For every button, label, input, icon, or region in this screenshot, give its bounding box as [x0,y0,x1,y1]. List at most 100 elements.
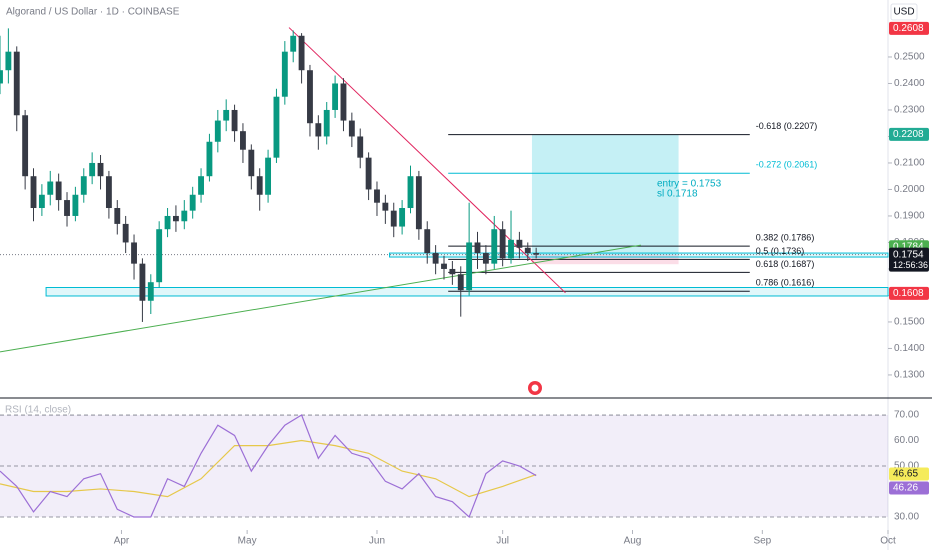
price-label-box [889,286,929,300]
candle-body [64,200,70,216]
candle-body [307,70,313,124]
y-tick-label: 0.1900 [894,211,925,222]
currency[interactable]: USD [893,7,914,18]
candle-body [97,162,104,177]
candle-body [223,109,230,121]
price-label-box [889,21,929,35]
x-tick-label: Sep [753,536,771,547]
y-tick-label: 0.2300 [894,105,925,116]
candle-body [198,176,204,195]
rsi-tick-label: 60.00 [894,435,919,446]
candle-body [449,268,456,275]
candle-body [315,123,322,137]
candle-body [156,229,163,283]
candle-body [89,162,96,177]
candle-body [474,242,481,254]
y-tick-label: 0.2400 [894,78,925,89]
candle-body [47,181,54,195]
candle-body [231,109,238,132]
rsi-line [0,414,537,519]
rsi-label: RSI (14, close) [5,405,71,416]
candle-body [323,109,330,137]
y-tick-label: 0.2500 [894,52,925,63]
candle-body [214,120,221,142]
candle-body [273,96,280,158]
fib-label: 0.618 (0.1687) [756,259,815,269]
candle-body [491,229,498,264]
candle-body [22,115,29,177]
rsi-value-box [889,481,929,495]
chart-title: Algorand / US Dollar · 1D · COINBASE [6,7,180,18]
fib-label: 0.786 (0.1616) [756,278,815,288]
candle-body [114,208,121,224]
candle-body [172,215,179,222]
y-tick-label: 0.1400 [894,343,925,354]
rsi-tick-label: 50.00 [894,461,919,472]
x-tick-label: Jul [496,536,509,547]
candle-body [365,157,372,190]
candle-body [348,120,355,137]
candle-body [415,176,422,230]
candle-body [382,202,389,211]
candle-body [189,194,196,211]
candle-body [164,215,171,230]
x-tick-label: Oct [880,536,896,547]
candle-body [265,157,272,195]
y-tick-label: 0.2000 [894,184,925,195]
fib-label: -0.272 (0.2061) [756,160,818,170]
candle-body [499,229,506,259]
candle-body [240,131,246,150]
candle-body [332,83,339,110]
rsi-ma-value: 46.65 [893,469,918,480]
candle-body [290,35,297,52]
x-tick-label: Apr [114,536,130,547]
candle-body [432,253,439,264]
candle-body [508,239,514,259]
candle-body [206,141,213,177]
candle-body [72,194,79,216]
y-tick-label: 0.1500 [894,317,925,328]
candle-body [457,274,464,291]
logo-icon-inner [531,384,539,392]
price-label: 0.1784 [893,241,924,252]
candle-body [105,176,112,209]
countdown: 12:56:36 [893,260,928,270]
price-label: 0.2208 [893,129,924,140]
trendline [0,244,641,353]
candle-body [374,189,380,203]
candle-body [399,208,406,227]
candle-body [55,181,62,201]
candle-body [524,247,531,254]
candle-body [407,176,414,209]
price-label: 0.1608 [893,288,924,299]
candle-body [298,35,305,71]
rsi-tick-label: 70.00 [894,410,919,421]
stop-label: sl 0.1718 [657,188,698,199]
fib-label: 0.5 (0.1736) [756,246,805,256]
position-target [531,134,679,255]
candle-body [13,51,20,116]
candle-body [181,210,188,222]
candle-body [131,242,137,264]
candle-body [340,83,347,121]
candle-body [357,136,364,158]
candle-body [30,176,37,209]
candle-body [256,176,263,195]
candle-body [248,149,255,177]
candle-body [424,229,431,254]
candle-body [390,210,397,227]
x-tick-label: Jun [369,536,385,547]
rsi-tick-label: 30.00 [894,512,919,523]
candle-body [533,253,540,255]
rsi-ma-box [889,467,929,481]
fib-label: -0.618 (0.2207) [756,121,818,131]
candle-body [122,223,129,243]
fib-label: 0.382 (0.1786) [756,233,815,243]
candle-body [441,263,447,269]
candle-body [466,242,473,291]
currency-box[interactable] [890,3,918,21]
candle-body [516,239,523,248]
zone [389,252,889,258]
